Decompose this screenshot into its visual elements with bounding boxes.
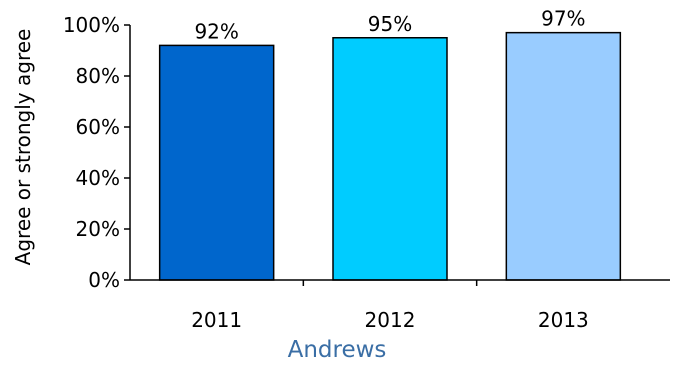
x-tick-label-2012: 2012 [365, 308, 416, 332]
data-label-2013: 97% [541, 7, 585, 31]
bar-2012 [332, 37, 448, 281]
y-tick-label: 20% [76, 217, 120, 241]
y-tick-label: 100% [63, 13, 120, 37]
y-tick-label: 40% [76, 166, 120, 190]
y-tick-label: 60% [76, 115, 120, 139]
y-axis-title: Agree or strongly agree [11, 29, 35, 266]
data-label-2011: 92% [194, 19, 238, 43]
bar-2011 [158, 44, 275, 281]
x-axis-title: Andrews [288, 337, 387, 363]
bars: 92% 95% 97% [158, 7, 622, 281]
bar-2013 [505, 31, 622, 281]
data-label-2012: 95% [368, 12, 412, 36]
x-tick-label-2013: 2013 [538, 308, 589, 332]
y-tick-label: 0% [88, 268, 120, 292]
x-tick-label-2011: 2011 [191, 308, 242, 332]
y-axis-ticks: 0% 20% 40% 60% 80% 100% [63, 13, 130, 292]
y-tick-label: 80% [76, 64, 120, 88]
x-axis-ticks: 2011 2012 2013 [191, 280, 589, 332]
